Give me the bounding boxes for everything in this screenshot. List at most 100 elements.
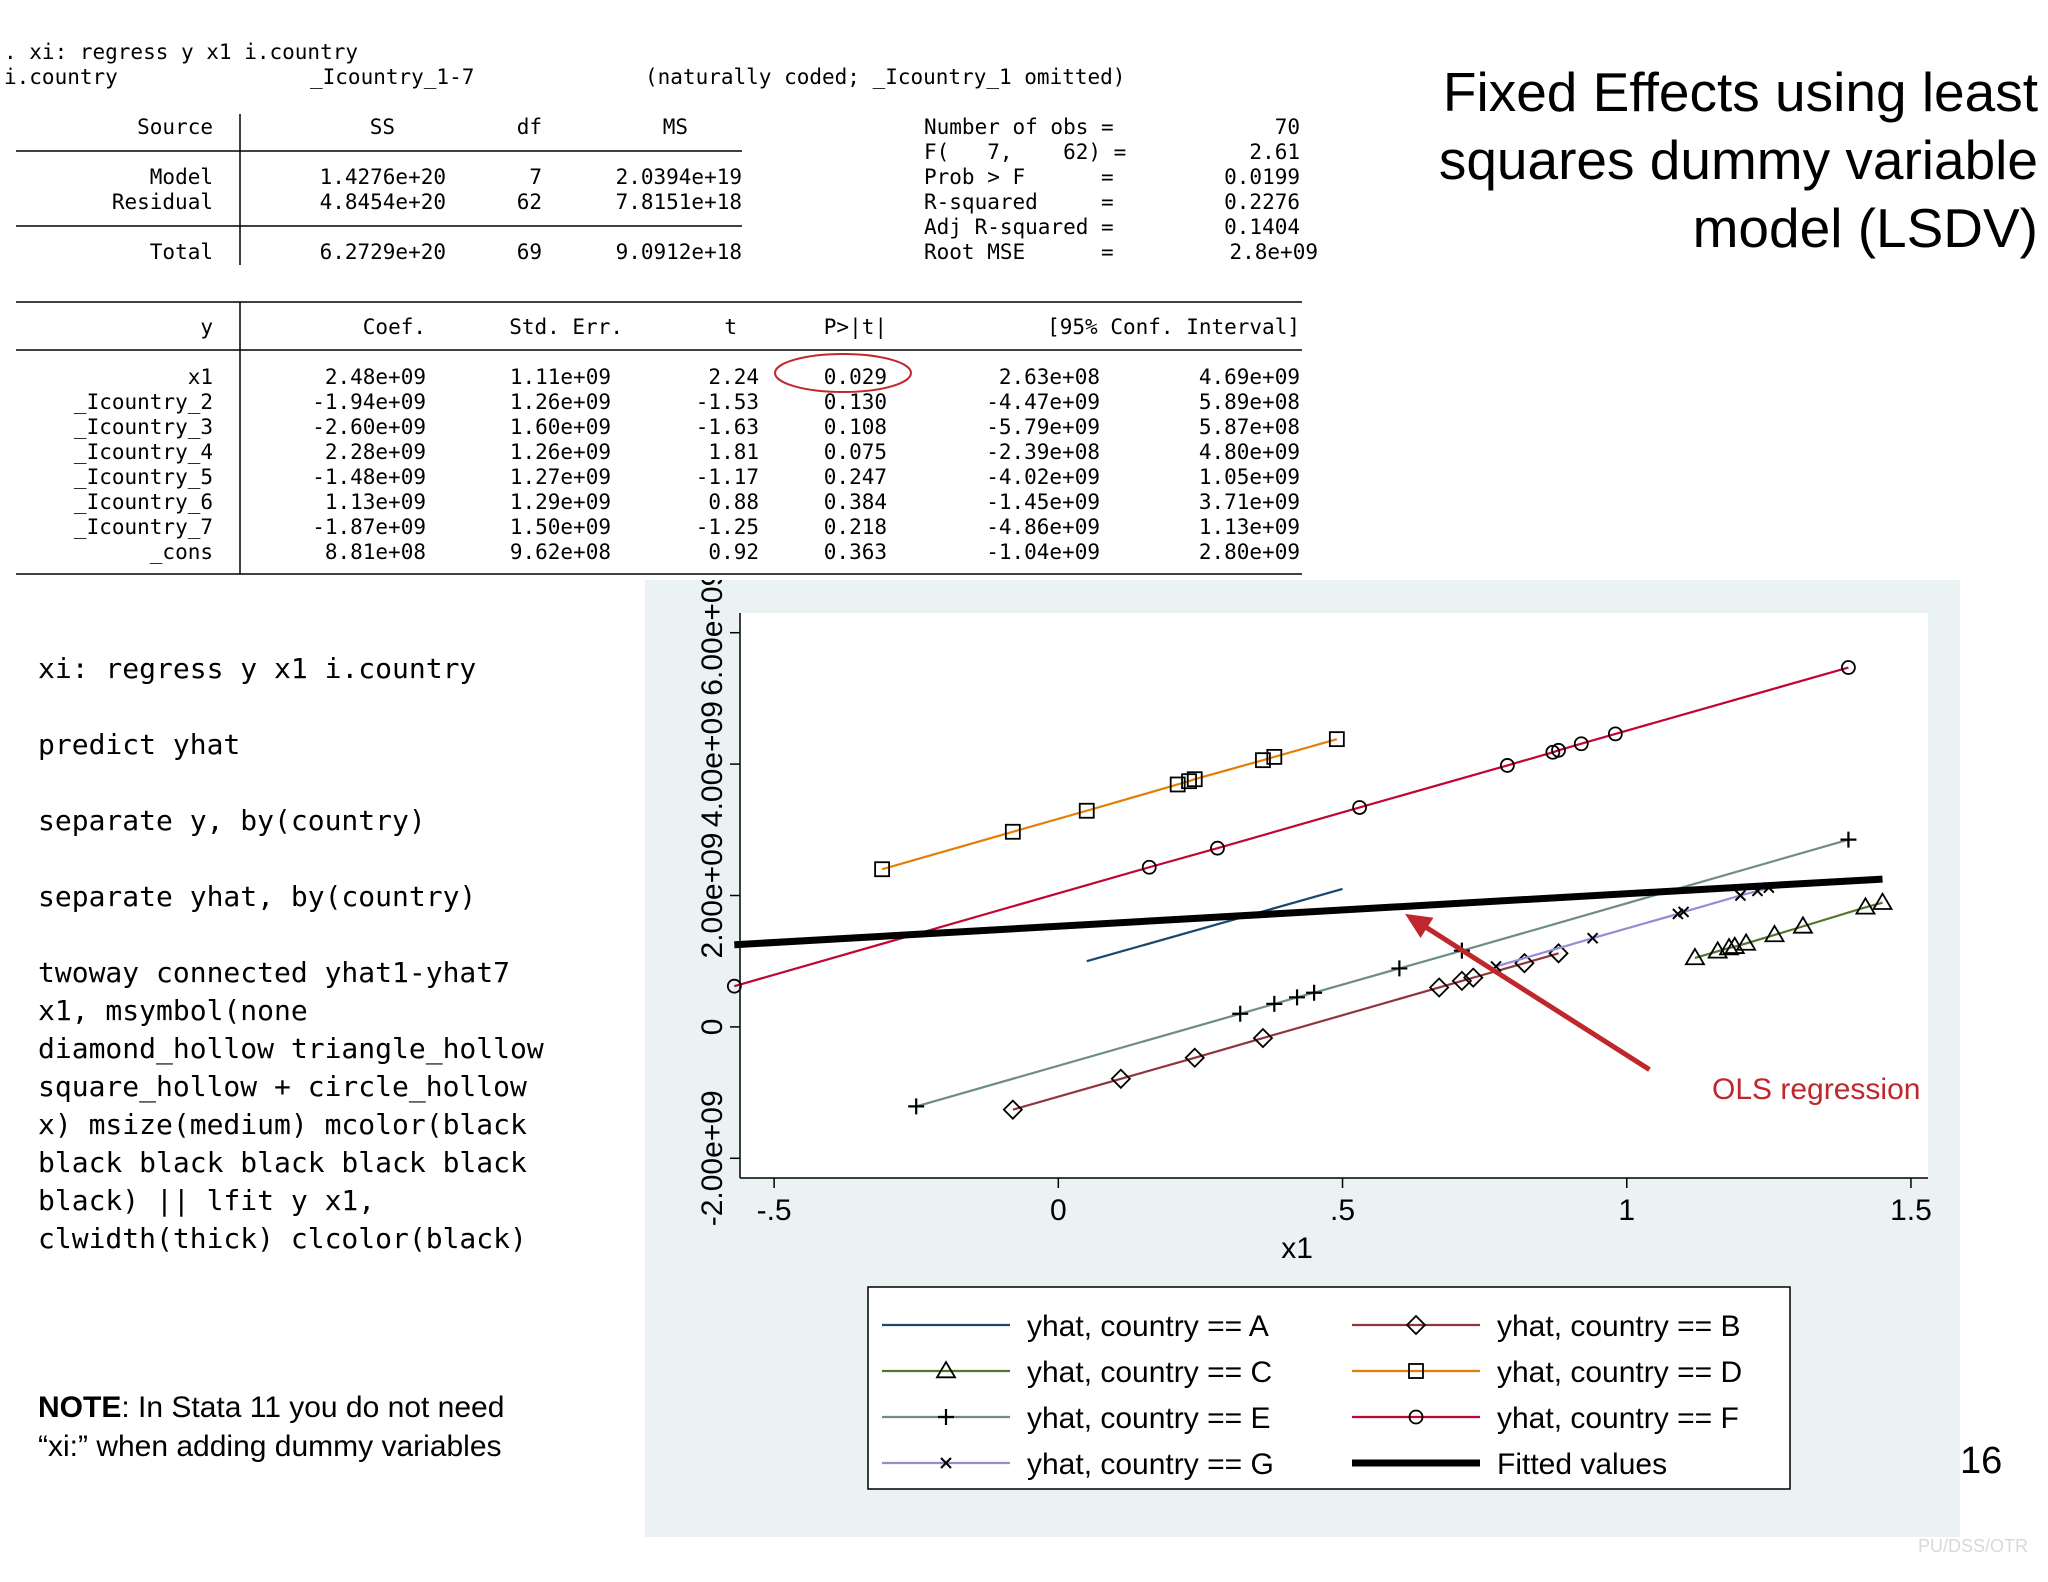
data-point (1110, 1068, 1132, 1090)
stat-value: 2.8e+09 (1229, 240, 1318, 264)
legend-label: yhat, country == F (1497, 1402, 1739, 1435)
code-line: clwidth(thick) clcolor(black) (38, 1222, 527, 1255)
anova-row-ss: 6.2729e+20 (320, 240, 446, 264)
note-line2: “xi:” when adding dummy variables (38, 1430, 502, 1463)
series-line (1012, 952, 1559, 1111)
data-point (1141, 859, 1157, 875)
data-point (1607, 726, 1623, 742)
code-line: black) || lfit y x1, (38, 1184, 376, 1217)
anova-header-source: Source (137, 115, 213, 139)
coef-cell-name: _cons (150, 540, 213, 564)
footer-credit: PU/DSS/OTR (1917, 1536, 2028, 1556)
data-point (1499, 758, 1515, 773)
series-line (734, 875, 1883, 949)
coef-cell-name: _Icountry_3 (74, 415, 213, 439)
y-tick-label: 6.00e+09 (696, 580, 729, 696)
p-value-highlight-circle (774, 353, 912, 393)
coef-header-coef: Coef. (363, 315, 426, 339)
data-point (1841, 660, 1856, 675)
coef-cell-coef: -2.60e+09 (312, 415, 426, 439)
series-4 (908, 831, 1857, 1115)
y-tick-label: -2.00e+09 (696, 1090, 729, 1226)
coef-cell-se: 1.29e+09 (510, 490, 611, 514)
y-tick-label: 2.00e+09 (696, 833, 729, 959)
data-point (1854, 896, 1877, 915)
anova-header-df: df (517, 115, 542, 139)
coef-cell-se: 1.11e+09 (510, 365, 611, 389)
fixed-effects-chart: -.5 0 .5 1 1.5 -2.00e+09 0 2.00e+09 4.00e+09 6.00… (696, 580, 1932, 1490)
coef-cell-name: _Icountry_7 (74, 515, 213, 539)
coef-cell-p: 0.247 (824, 465, 887, 489)
data-point (1677, 906, 1690, 918)
data-point (1428, 977, 1450, 998)
coef-cell-hi: 4.80e+09 (1199, 440, 1300, 464)
coef-cell-p: 0.130 (824, 390, 887, 414)
coef-cell-se: 1.26e+09 (510, 390, 611, 414)
data-point (1352, 800, 1367, 815)
data-point (908, 1098, 925, 1115)
coef-cell-hi: 5.87e+08 (1199, 415, 1300, 439)
legend-marker (1408, 1409, 1424, 1425)
data-point (1462, 967, 1484, 988)
code-line (38, 764, 658, 802)
coef-cell-coef: 2.48e+09 (325, 365, 426, 389)
coef-header-t: t (724, 315, 737, 339)
coef-cell-t: -1.25 (696, 515, 759, 539)
stat-label: Root MSE = (924, 240, 1114, 264)
anova-row-source: Residual (112, 190, 213, 214)
y-tick-label: 0 (696, 1019, 729, 1036)
coef-cell-coef: 1.13e+09 (325, 490, 426, 514)
plot-area (740, 613, 1928, 1178)
note-label: NOTE (38, 1391, 122, 1424)
code-line: x1, msymbol(none (38, 994, 308, 1027)
anova-row-ms: 7.8151e+18 (616, 190, 742, 214)
data-point (1734, 889, 1747, 902)
xi-var: i.country (4, 65, 118, 89)
code-line: separate yhat, by(country) (38, 880, 477, 913)
coef-cell-se: 1.27e+09 (510, 465, 611, 489)
x-tick-label: 0 (1050, 1194, 1067, 1227)
coef-cell-lo: -4.86e+09 (986, 515, 1100, 539)
data-point (1252, 1027, 1274, 1049)
data-point (1328, 731, 1345, 748)
coef-cell-lo: -4.02e+09 (986, 465, 1100, 489)
code-line: black black black black black (38, 1146, 527, 1179)
data-point (1002, 1099, 1024, 1120)
chart-panel: -.5 0 .5 1 1.5 -2.00e+09 0 2.00e+09 4.00e+09 6.00… (645, 580, 1960, 1537)
code-line: predict yhat (38, 728, 241, 761)
coef-cell-coef: 8.81e+08 (325, 540, 426, 564)
anova-table: Source SS df MS Model 1.4276e+20 7 2.039… (16, 114, 742, 265)
coef-cell-se: 1.50e+09 (510, 515, 611, 539)
coef-cell-lo: 2.63e+08 (999, 365, 1100, 389)
coef-cell-se: 1.60e+09 (510, 415, 611, 439)
data-point (1840, 831, 1857, 848)
series-2 (1684, 891, 1894, 966)
stat-value: 0.0199 (1224, 165, 1300, 189)
legend-item: yhat, country == B (1352, 1310, 1740, 1343)
coef-cell-hi: 1.05e+09 (1199, 465, 1300, 489)
legend-label: yhat, country == B (1497, 1310, 1740, 1343)
legend-marker (1405, 1314, 1427, 1336)
anova-header-ss: SS (370, 115, 395, 139)
page-number: 16 (1960, 1440, 2003, 1482)
coef-cell-se: 9.62e+08 (510, 540, 611, 564)
legend-item: yhat, country == A (882, 1310, 1269, 1343)
x-tick-label: 1.5 (1890, 1194, 1932, 1227)
coef-cell-p: 0.029 (824, 365, 887, 389)
coef-header-ci: [95% Conf. Interval] (1047, 315, 1300, 339)
stat-label: Prob > F = (924, 165, 1114, 189)
data-point (1871, 891, 1894, 910)
slide-title: Fixed Effects using least squares dummy … (1358, 58, 2038, 262)
anova-row-source: Model (150, 165, 213, 189)
data-point (1306, 984, 1323, 1001)
legend-box (867, 1286, 1791, 1490)
coef-cell-p: 0.108 (824, 415, 887, 439)
coef-cell-p: 0.218 (824, 515, 887, 539)
coef-cell-name: _Icountry_4 (74, 440, 213, 464)
coef-cell-t: 2.24 (708, 365, 759, 389)
coef-cell-t: 1.81 (708, 440, 759, 464)
coef-cell-lo: -4.47e+09 (986, 390, 1100, 414)
anova-row-ms: 2.0394e+19 (616, 165, 742, 189)
anova-row-ss: 4.8454e+20 (320, 190, 446, 214)
coef-cell-t: 0.92 (708, 540, 759, 564)
